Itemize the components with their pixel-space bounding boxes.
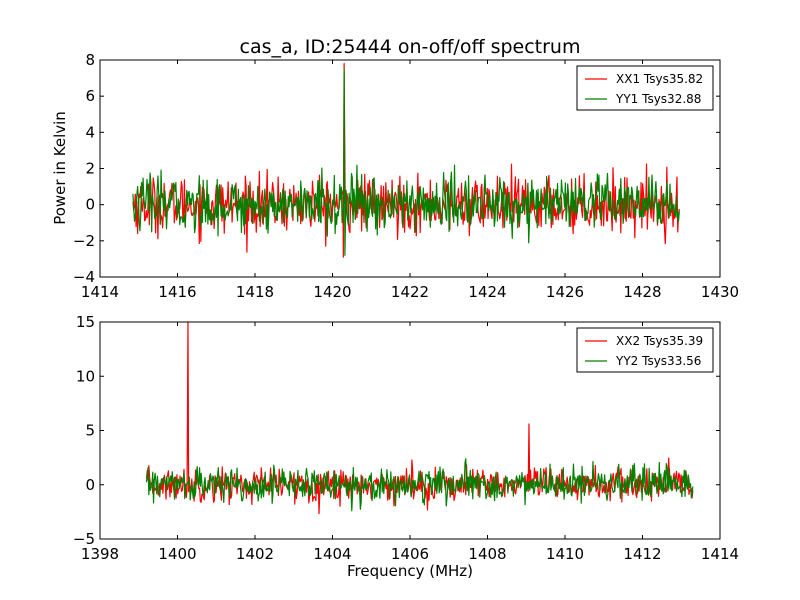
y-tick-label: −2 [73, 232, 95, 250]
y-tick-label: 15 [76, 313, 95, 331]
legend-label: YY2 Tsys33.56 [615, 354, 701, 368]
series-line-1 [132, 63, 680, 258]
x-tick-label: 1418 [236, 283, 274, 301]
series-line-2 [132, 68, 680, 256]
x-tick-label: 1416 [158, 283, 196, 301]
x-tick-label: 1430 [701, 283, 739, 301]
chart-panel-1: 1414 1416 1418 1420 1422 1424 1426 1428 1430 −4 −2… [73, 51, 739, 301]
x-tick-label: 1412 [623, 545, 661, 563]
y-tick-label: 5 [85, 422, 95, 440]
x-tick-label: 1414 [81, 283, 119, 301]
x-tick-label: 1426 [546, 283, 584, 301]
legend-box [576, 327, 714, 373]
y-tick-label: 4 [85, 123, 95, 141]
legend-label: XX2 Tsys35.39 [616, 334, 703, 348]
plot-area [145, 321, 694, 515]
legend-box [576, 65, 714, 111]
chart-panel-2: 1398 1400 1402 1404 1406 1408 1410 1412 1414 −5 0 5… [73, 313, 739, 563]
y-axis-label: Power in Kelvin [51, 111, 69, 225]
series-line-2 [145, 458, 694, 512]
figure-title: cas_a, ID:25444 on-off/off spectrum [240, 36, 581, 58]
legend: XX1 Tsys35.82 YY1 Tsys32.88 [576, 65, 714, 111]
x-tick-label: 1402 [236, 545, 274, 563]
y-tick-label: 2 [85, 160, 95, 178]
chart-panels: 1414 1416 1418 1420 1422 1424 1426 1428 1430 −4 −2… [73, 51, 739, 563]
legend-label: XX1 Tsys35.82 [616, 72, 703, 86]
y-tick-label: 8 [85, 51, 95, 69]
x-tick-label: 1410 [546, 545, 584, 563]
y-tick-label: 0 [85, 476, 95, 494]
plot-area [132, 63, 680, 258]
y-tick-label: −5 [73, 530, 95, 548]
x-tick-label: 1408 [468, 545, 506, 563]
legend: XX2 Tsys35.39 YY2 Tsys33.56 [576, 327, 714, 373]
y-tick-label: 6 [85, 87, 95, 105]
x-tick-label: 1398 [81, 545, 119, 563]
y-tick-label: −4 [73, 268, 95, 286]
x-tick-label: 1420 [313, 283, 351, 301]
y-tick-label: 0 [85, 196, 95, 214]
x-tick-label: 1414 [701, 545, 739, 563]
x-tick-label: 1406 [391, 545, 429, 563]
x-tick-label: 1400 [158, 545, 196, 563]
x-tick-label: 1422 [391, 283, 429, 301]
y-tick-label: 10 [76, 367, 95, 385]
legend-label: YY1 Tsys32.88 [615, 92, 701, 106]
x-tick-label: 1404 [313, 545, 351, 563]
x-tick-label: 1428 [623, 283, 661, 301]
x-tick-label: 1424 [468, 283, 506, 301]
x-axis-label: Frequency (MHz) [347, 562, 473, 580]
